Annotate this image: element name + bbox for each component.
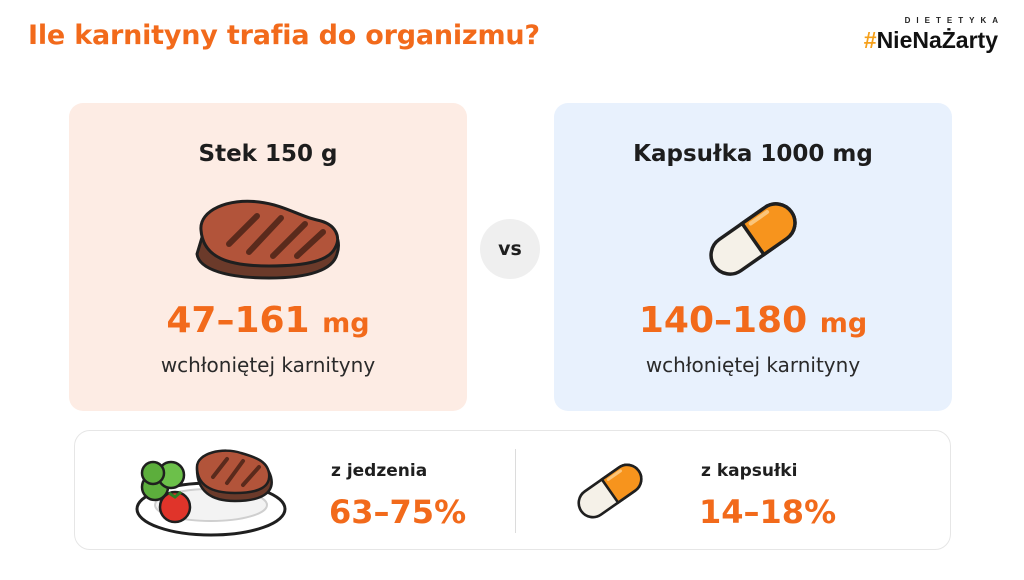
brand-name: #NieNaŻarty — [864, 27, 998, 54]
capsule-absorbed-value: 140–180 mg — [554, 300, 952, 341]
page-title: Ile karnityny trafia do organizmu? — [28, 20, 540, 51]
capsule-icon — [569, 451, 651, 535]
steak-value-unit: mg — [322, 308, 370, 339]
brand-name-text: NieNaŻarty — [876, 27, 998, 53]
capsule-value-unit: mg — [819, 308, 868, 339]
food-label: z jedzenia — [331, 461, 428, 481]
capsule-icon — [554, 191, 952, 287]
capsule-card-subtitle: wchłoniętej karnityny — [645, 353, 861, 377]
capsule-label: z kapsułki — [701, 461, 798, 481]
food-percentage: 63–75% — [329, 493, 467, 531]
steak-card-subtitle: wchłoniętej karnityny — [160, 353, 376, 377]
steak-card-title: Stek 150 g — [198, 141, 338, 167]
brand-tagline: DIETETYKA — [904, 16, 1004, 25]
absorption-summary: z jedzenia 63–75% z kapsułki 14–18% — [74, 430, 951, 550]
capsule-card-title: Kapsułka 1000 mg — [633, 141, 873, 167]
vs-badge: vs — [480, 219, 540, 279]
steak-card: Stek 150 g 47–161 mg wchłoniętej karnity… — [69, 103, 467, 411]
capsule-percentage: 14–18% — [699, 493, 837, 531]
divider — [515, 449, 516, 533]
capsule-value-number: 140–180 — [638, 300, 808, 341]
brand-logo: DIETETYKA #NieNaŻarty — [864, 16, 998, 54]
plate-steak-icon — [131, 447, 291, 543]
capsule-card: Kapsułka 1000 mg 140–180 mg wchłoniętej … — [554, 103, 952, 411]
steak-absorbed-value: 47–161 mg — [69, 300, 467, 341]
steak-icon — [69, 191, 467, 287]
brand-hash: # — [863, 27, 877, 53]
steak-value-number: 47–161 — [166, 300, 310, 341]
